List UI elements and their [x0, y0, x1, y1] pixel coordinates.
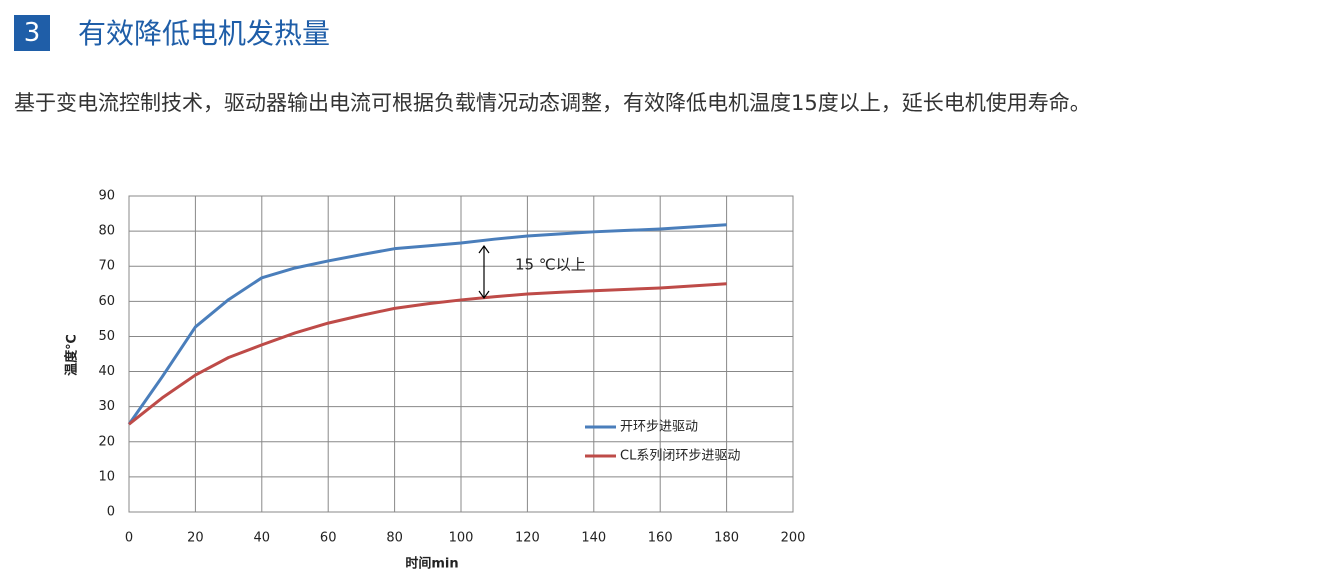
- y-tick-label: 50: [98, 329, 115, 344]
- y-tick-label: 70: [98, 259, 115, 274]
- y-tick-label: 30: [98, 399, 115, 414]
- x-tick-label: 100: [449, 531, 474, 546]
- annotation: 15 ℃以上: [515, 256, 586, 274]
- series-line: [127, 223, 727, 426]
- section-number: 3: [14, 15, 50, 51]
- x-tick-label: 0: [125, 531, 133, 546]
- x-tick-label: 40: [254, 531, 271, 546]
- series-line: [128, 282, 727, 426]
- y-tick-label: 0: [107, 505, 115, 520]
- plot: 0 10 20 30 40 50 60 70 80 90 0 20 40 60 80 100 120 140 160…: [98, 189, 805, 546]
- x-tick-label: 160: [648, 531, 673, 546]
- x-tick-label: 20: [187, 531, 204, 546]
- y-tick-label: 20: [98, 434, 115, 449]
- x-tick-label: 80: [386, 531, 403, 546]
- x-tick-label: 140: [581, 531, 606, 546]
- y-tick-label: 80: [98, 224, 115, 239]
- y-axis-label: 温度℃: [64, 334, 80, 376]
- x-tick-label: 120: [515, 531, 540, 546]
- y-tick-label: 40: [98, 364, 115, 379]
- x-axis-label: 时间min: [405, 556, 458, 572]
- x-tick-label: 60: [320, 531, 337, 546]
- section-title: 有效降低电机发热量: [78, 17, 331, 50]
- intro-text: 基于变电流控制技术，驱动器输出电流可根据负载情况动态调整，有效降低电机温度15度…: [14, 91, 1091, 115]
- x-tick-label: 180: [714, 531, 739, 546]
- x-tick-label: 200: [781, 531, 806, 546]
- legend-label: 开环步进驱动: [620, 420, 698, 435]
- y-tick-label: 90: [98, 189, 115, 204]
- y-tick-label: 10: [98, 469, 115, 484]
- arrow: [478, 244, 490, 300]
- legend-label: CL系列闭环步进驱动: [620, 449, 740, 464]
- y-tick-label: 60: [98, 294, 115, 309]
